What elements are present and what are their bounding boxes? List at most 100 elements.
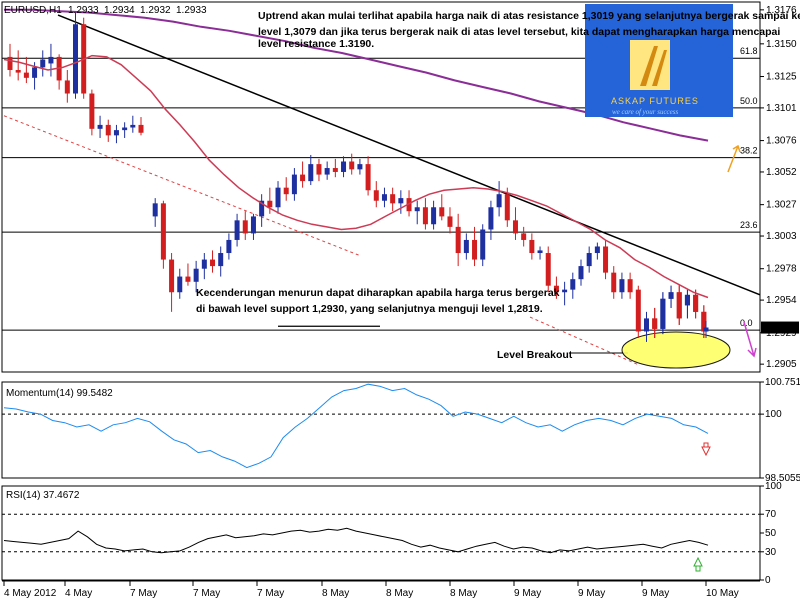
candle-body: [201, 259, 207, 269]
breakout-highlight: [621, 331, 731, 369]
support-dashed-line: [3, 115, 361, 257]
last-price-label: 1.2933: [764, 324, 795, 335]
time-tick-label: 9 May: [514, 588, 541, 599]
candle-body: [210, 259, 216, 267]
candle-body: [455, 226, 461, 254]
candle-body: [619, 279, 625, 293]
candle-body: [332, 168, 338, 172]
candle-body: [308, 164, 314, 182]
time-tick-label: 9 May: [642, 588, 669, 599]
down-arrow-icon: [743, 321, 757, 358]
candle-body: [553, 285, 559, 293]
time-tick-label: 8 May: [450, 588, 477, 599]
ma-short-line: [3, 54, 709, 299]
candle-body: [594, 246, 600, 254]
candle-body: [611, 272, 617, 293]
candle-body: [398, 198, 404, 204]
candle-body: [242, 220, 248, 234]
fib-level-label: 23.6: [740, 220, 758, 230]
rsi-tick-label: 50: [765, 528, 777, 539]
momentum-down-arrow-icon: [701, 442, 711, 457]
logo-name: ASKAP FUTURES: [611, 96, 699, 106]
time-tick-label: 8 May: [322, 588, 349, 599]
price-tick-label: 1.3076: [766, 136, 797, 147]
candle-body: [105, 124, 111, 136]
candle-body: [676, 292, 682, 319]
price-tick-label: 1.2954: [766, 295, 797, 306]
rsi-up-arrow-icon: [693, 556, 703, 572]
candle-body: [73, 24, 79, 94]
fib-level-label: 50.0: [740, 96, 758, 106]
candle-body: [169, 259, 175, 293]
candle-body: [578, 266, 584, 280]
rsi-tick-label: 0: [765, 575, 771, 586]
candle-body: [703, 327, 709, 332]
candle-body: [267, 200, 273, 208]
candle-body: [422, 207, 428, 225]
candle-body: [291, 174, 297, 195]
candle-body: [627, 279, 633, 293]
askap-futures-logo: ASKAP FUTURES we care of your success: [585, 4, 733, 117]
candle-body: [316, 164, 322, 175]
price-tick-label: 1.3101: [766, 103, 797, 114]
logo-tagline: we care of your success: [612, 108, 678, 116]
candle-body: [439, 207, 445, 217]
candle-body: [193, 268, 199, 282]
candle-body: [381, 194, 387, 201]
ohlc-open: 1.2933: [68, 5, 99, 16]
pane-frame: [1, 1, 761, 373]
candle-body: [488, 207, 494, 230]
support-dashed-line-2: [529, 316, 641, 366]
candle-body: [496, 194, 502, 208]
candle-body: [226, 239, 232, 254]
time-tick-label: 4 May 2012: [4, 588, 57, 599]
downtrend-line: [57, 14, 761, 296]
fib-level-label: 38.2: [740, 146, 758, 156]
candle-body: [504, 194, 510, 221]
candle-body: [365, 164, 371, 191]
rsi-title: RSI(14) 37.4672: [6, 490, 80, 501]
candle-body: [472, 239, 478, 260]
candle-body: [259, 200, 265, 217]
momentum-tick-label: 100: [765, 409, 782, 420]
candle-body: [373, 190, 379, 201]
candle-body: [275, 187, 281, 208]
candle-body: [185, 276, 191, 282]
fib-level-label: 0.0: [740, 318, 753, 328]
candle-body: [40, 59, 46, 68]
candle-body: [15, 69, 21, 73]
level-breakout-label: Level Breakout: [497, 349, 573, 361]
time-tick-label: 10 May: [706, 588, 739, 599]
candle-body: [447, 216, 453, 227]
momentum-tick-label: 100.7518: [765, 377, 800, 388]
candle-body: [138, 124, 144, 133]
rsi-tick-label: 30: [765, 547, 777, 558]
price-tick-label: 1.3125: [766, 72, 797, 83]
price-tick-label: 1.3150: [766, 39, 797, 50]
momentum-title: Momentum(14) 99.5482: [6, 388, 113, 399]
candle-body: [218, 253, 224, 267]
candle-body: [97, 124, 103, 129]
candle-body: [89, 93, 95, 129]
candle-body: [341, 161, 347, 172]
candle-body: [414, 207, 420, 212]
time-tick-label: 7 May: [130, 588, 157, 599]
ohlc-low: 1.2932: [140, 5, 171, 16]
candle-body: [512, 220, 518, 234]
ohlc-high: 1.2934: [104, 5, 135, 16]
pane-frame: [1, 381, 761, 479]
candle-body: [643, 318, 649, 332]
candle-body: [390, 194, 396, 204]
candle-body: [250, 216, 256, 234]
time-tick-label: 9 May: [578, 588, 605, 599]
candle-body: [7, 56, 13, 70]
uptrend-note-line: Uptrend akan mulai terlihat apabila harg…: [258, 10, 800, 22]
candle-body: [480, 229, 486, 260]
candle-body: [234, 220, 240, 240]
candle-body: [586, 253, 592, 267]
price-tick-label: 1.3052: [766, 167, 797, 178]
downtrend-note: Kecenderungan menurun dapat diharapkan a…: [196, 287, 560, 315]
indicator-series: [2, 383, 760, 572]
candle-body: [160, 203, 166, 260]
